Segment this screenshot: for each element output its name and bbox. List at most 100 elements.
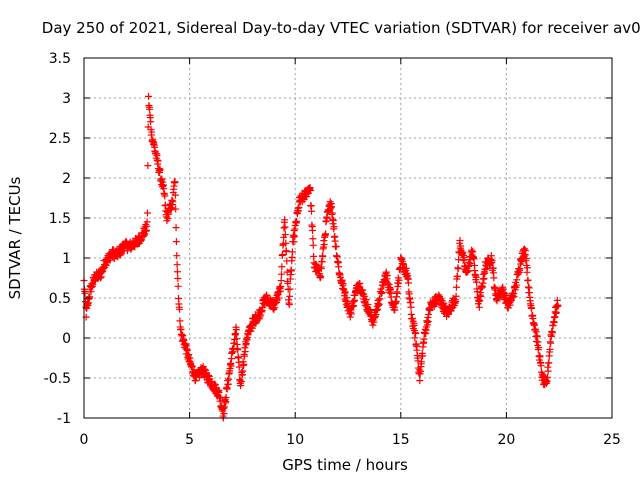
data-point-marker [141,231,149,239]
data-point-marker [291,232,299,240]
data-point-marker [277,277,285,285]
data-point-marker [306,186,314,194]
data-point-marker [278,270,286,278]
data-point-marker [290,231,298,239]
data-point-marker [185,351,193,359]
data-point-marker [488,257,496,265]
y-tick-label: 0 [62,331,71,347]
data-point-marker [543,373,551,381]
data-point-marker [167,204,175,212]
data-point-marker [222,394,230,402]
data-point-marker [350,297,358,305]
data-point-marker [473,278,481,286]
data-point-marker [395,276,403,284]
data-point-marker [317,272,325,280]
data-point-marker [516,265,524,273]
data-point-marker [412,330,420,338]
data-point-marker [510,293,518,301]
data-point-marker [174,274,182,282]
data-point-marker [356,279,364,287]
data-point-marker [240,352,248,360]
data-point-marker [172,224,180,232]
data-point-marker [263,291,271,299]
data-point-marker [470,255,478,263]
data-point-marker [490,274,498,282]
data-point-marker [477,292,485,300]
tick-labels: 0 5 10 15 20 25 -1 -0.5 0 0.5 1 1.5 2 2.5 3 3.5 [44,51,621,448]
data-point-marker [172,205,180,213]
data-point-marker [524,276,532,284]
data-point-marker [241,348,249,356]
data-point-marker [323,214,331,222]
data-point-marker [535,344,543,352]
data-point-marker [171,178,179,186]
x-tick-label: 5 [185,432,194,448]
data-point-marker [378,288,386,296]
data-point-marker [394,283,402,291]
data-point-marker [424,321,432,329]
data-point-marker [479,279,487,287]
data-point-marker [318,258,326,266]
data-point-marker [420,335,428,343]
data-point-marker [424,317,432,325]
y-tick-label: 1.5 [49,211,71,227]
data-points [80,92,562,422]
data-point-marker [287,267,295,275]
data-point-marker [172,238,180,246]
data-point-marker [165,210,173,218]
data-point-marker [248,324,256,332]
data-point-marker [277,283,285,291]
data-point-marker [164,215,172,223]
data-point-marker [282,248,290,256]
data-point-marker [286,292,294,300]
data-point-marker [475,303,483,311]
x-tick-label: 20 [497,432,515,448]
data-point-marker [220,410,228,418]
data-point-marker [347,310,355,318]
data-point-marker [310,252,318,260]
data-point-marker [419,352,427,360]
data-point-marker [456,236,464,244]
data-point-marker [546,345,554,353]
data-point-marker [237,378,245,386]
data-point-marker [466,259,474,267]
data-point-marker [320,240,328,248]
data-point-marker [332,242,340,250]
data-point-marker [319,252,327,260]
data-point-marker [343,294,351,302]
data-point-marker [552,308,560,316]
data-point-marker [330,223,338,231]
x-tick-label: 25 [603,432,621,448]
tick-marks [83,57,613,419]
data-point-marker [454,265,462,273]
data-point-marker [148,128,156,136]
data-point-marker [341,289,349,297]
data-point-marker [452,292,460,300]
data-point-marker [288,248,296,256]
plot-frame [83,57,613,419]
data-point-marker [161,192,169,200]
y-tick-label: -0.5 [44,371,71,387]
data-point-marker [404,279,412,287]
data-point-marker [173,268,181,276]
data-point-marker [391,306,399,314]
data-point-marker [281,223,289,231]
data-point-marker [534,338,542,346]
data-point-marker [283,268,291,276]
data-point-marker [459,248,467,256]
x-tick-label: 0 [80,432,89,448]
data-point-marker [317,265,325,273]
data-point-marker [173,261,181,269]
data-point-marker [383,271,391,279]
data-point-marker [220,403,228,411]
data-point-marker [338,276,346,284]
data-point-marker [537,362,545,370]
data-point-marker [293,217,301,225]
y-tick-label: 0.5 [49,291,71,307]
data-point-marker [309,241,317,249]
data-point-marker [279,251,287,259]
data-point-marker [533,333,541,341]
series-markers [80,92,562,422]
data-point-marker [335,263,343,271]
